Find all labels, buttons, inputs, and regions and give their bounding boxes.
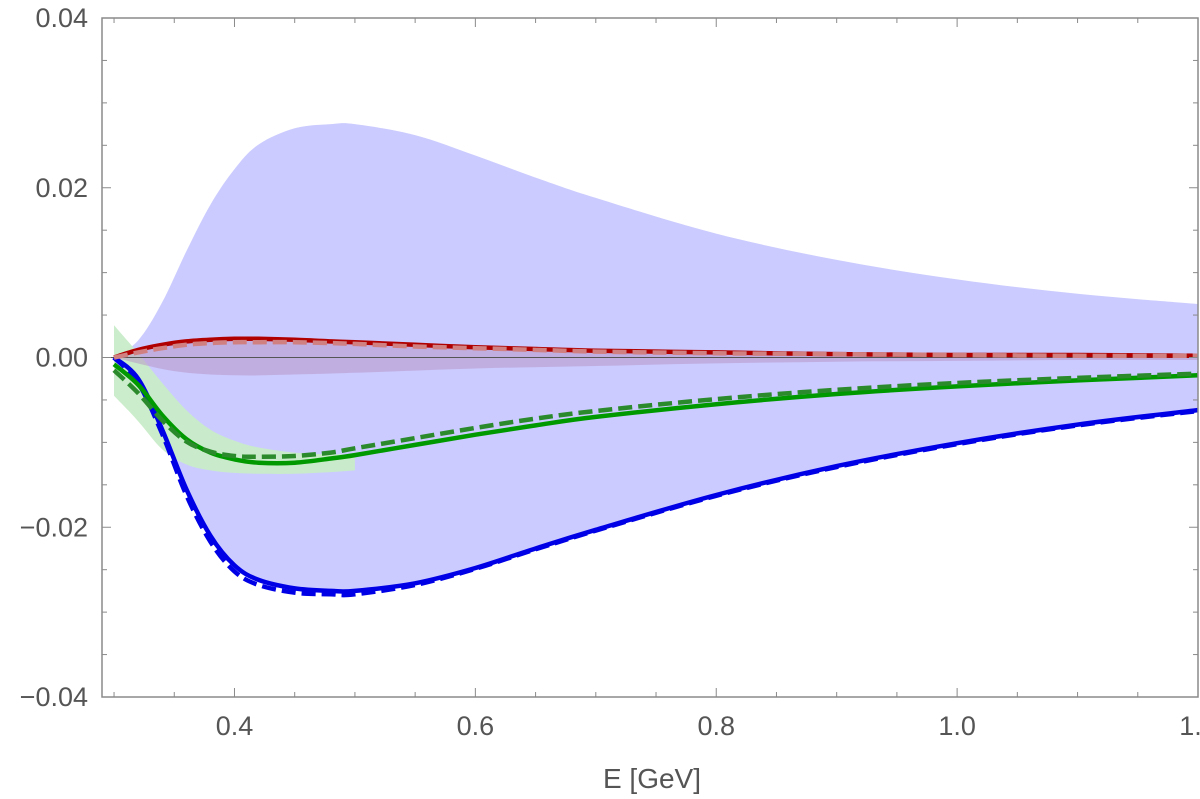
series-line xyxy=(112,355,1199,598)
x-tick-label: 1.2 xyxy=(1179,711,1200,741)
x-tick-label: 0.4 xyxy=(216,711,254,741)
y-tick-label: 0.00 xyxy=(35,343,88,373)
uncertainty-band xyxy=(114,325,355,474)
series-line xyxy=(113,339,1199,360)
y-tick-label: −0.02 xyxy=(20,512,88,542)
y-tick-label: −0.04 xyxy=(20,682,88,712)
series-line xyxy=(112,368,1199,460)
x-axis-label: E [GeV] xyxy=(603,763,701,794)
y-tick-label: 0.02 xyxy=(35,173,88,203)
x-tick-label: 0.6 xyxy=(457,711,495,741)
axis-ticks xyxy=(102,17,1199,698)
y-tick-label: 0.04 xyxy=(35,3,88,33)
series-lines xyxy=(112,336,1199,598)
x-tick-label: 1.0 xyxy=(938,711,976,741)
x-tick-label: 0.8 xyxy=(697,711,735,741)
axis-tick-labels: 0.4 0.6 0.8 1.0 1.2 0.04 0.02 0.00 −0.02 −0.04 xyxy=(20,3,1200,741)
